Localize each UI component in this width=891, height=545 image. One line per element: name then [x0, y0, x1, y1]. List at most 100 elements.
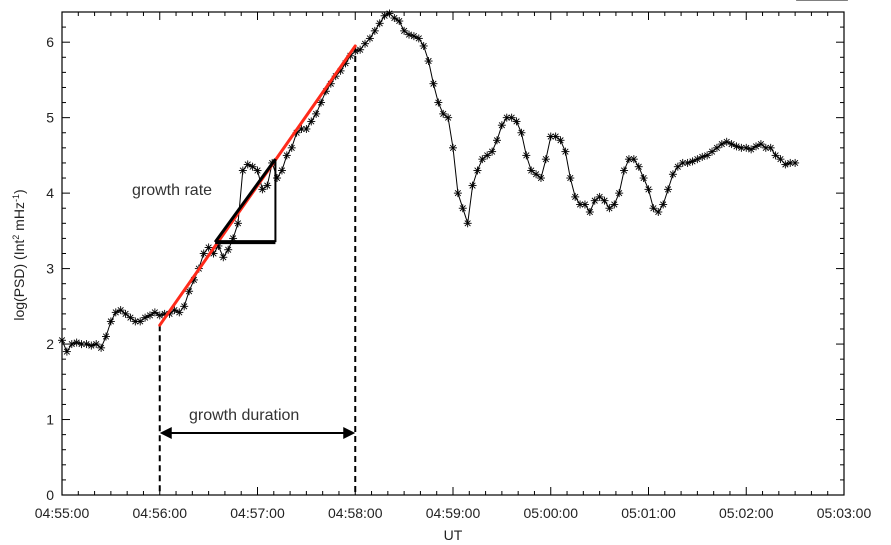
data-point [375, 19, 384, 28]
plot-frame [61, 11, 845, 496]
arrow-head-right [343, 427, 356, 439]
data-point [282, 151, 291, 160]
data-point [791, 158, 800, 167]
data-point [126, 313, 135, 322]
data-point-stroke [552, 133, 559, 140]
triangle-hypotenuse [213, 158, 277, 244]
x-axis-ticks [61, 12, 845, 495]
data-point-stroke [249, 163, 256, 170]
data-point [747, 145, 756, 154]
data-point-stroke [547, 133, 554, 140]
data-point [561, 147, 570, 156]
data-point-stroke [83, 340, 90, 348]
data-point-stroke [733, 143, 740, 150]
data-point [644, 185, 653, 194]
data-point [317, 98, 326, 107]
data-point-stroke [264, 182, 271, 189]
data-point-stroke [410, 33, 418, 40]
data-point-stroke [63, 348, 71, 355]
data-point [185, 287, 194, 296]
y-axis-tick-labels: 0 1 2 3 4 5 6 [46, 34, 54, 503]
data-point-stroke [518, 129, 525, 136]
data-point-stroke [396, 17, 403, 25]
data-point [370, 26, 379, 35]
data-point-stroke [176, 309, 183, 316]
data-point [776, 155, 785, 164]
x-tick-label: 04:55:00 [35, 505, 90, 521]
data-point-stroke [313, 110, 320, 118]
data-point-stroke [361, 40, 369, 47]
data-point-stroke [122, 310, 129, 317]
data-point-stroke [640, 174, 647, 182]
data-point [566, 174, 575, 183]
data-point [302, 124, 311, 133]
data-point-stroke [303, 125, 310, 133]
data-point [761, 143, 770, 152]
data-point [483, 151, 492, 160]
data-point [766, 143, 775, 152]
x-tick-label: 04:57:00 [230, 505, 285, 521]
data-point [439, 109, 448, 118]
data-point-stroke [146, 312, 154, 319]
data-point-stroke [616, 190, 623, 197]
data-point-stroke [464, 220, 471, 227]
data-point-stroke [792, 159, 799, 167]
data-point [771, 151, 780, 160]
data-point-stroke [591, 197, 598, 204]
data-point [175, 308, 184, 317]
data-point-stroke [669, 171, 677, 178]
data-point-stroke [132, 318, 139, 325]
data-point [312, 109, 321, 118]
data-point-stroke [488, 148, 496, 155]
data-point [121, 309, 130, 318]
x-axis-title: UT [444, 527, 463, 543]
data-point-stroke [107, 318, 114, 325]
data-point [649, 204, 658, 213]
data-point-stroke [181, 303, 188, 310]
data-point [668, 170, 677, 179]
data-point-stroke [161, 310, 168, 317]
data-point-stroke [601, 197, 608, 204]
data-point [512, 117, 521, 126]
data-point [136, 317, 145, 326]
data-point [307, 117, 316, 126]
data-point [580, 200, 589, 209]
data-point [478, 155, 487, 164]
data-point-stroke [454, 190, 462, 197]
data-point-stroke [704, 152, 711, 159]
data-point [551, 132, 560, 141]
data-point [277, 166, 286, 175]
data-point [712, 143, 721, 152]
data-point [434, 98, 443, 107]
data-point-stroke [713, 144, 721, 151]
data-point [424, 57, 433, 66]
data-point [253, 166, 262, 175]
data-point [571, 192, 580, 201]
data-point [180, 302, 189, 311]
data-point-stroke [97, 344, 105, 351]
data-point [400, 26, 409, 35]
data-point-stroke [185, 288, 193, 295]
data-point [756, 140, 765, 149]
data-point-stroke [508, 114, 515, 121]
data-point [590, 196, 599, 205]
data-point-stroke [171, 306, 178, 314]
x-tick-label: 04:56:00 [133, 505, 188, 521]
data-point [429, 79, 438, 88]
x-tick-label: 04:59:00 [426, 505, 481, 521]
data-point [458, 204, 467, 213]
data-point-stroke [743, 144, 750, 151]
data-point-stroke [645, 186, 652, 193]
data-point [258, 185, 267, 194]
data-point-stroke [562, 148, 569, 155]
data-point-stroke [234, 220, 242, 227]
data-point-stroke [567, 174, 574, 182]
y-tick-label: 5 [46, 110, 54, 126]
data-point-stroke [440, 110, 447, 118]
data-point [395, 17, 404, 26]
data-point-stroke [635, 163, 642, 170]
data-point [536, 174, 545, 183]
data-point-stroke [278, 167, 286, 174]
data-point-stroke [513, 118, 520, 125]
data-point-stroke [738, 144, 745, 151]
